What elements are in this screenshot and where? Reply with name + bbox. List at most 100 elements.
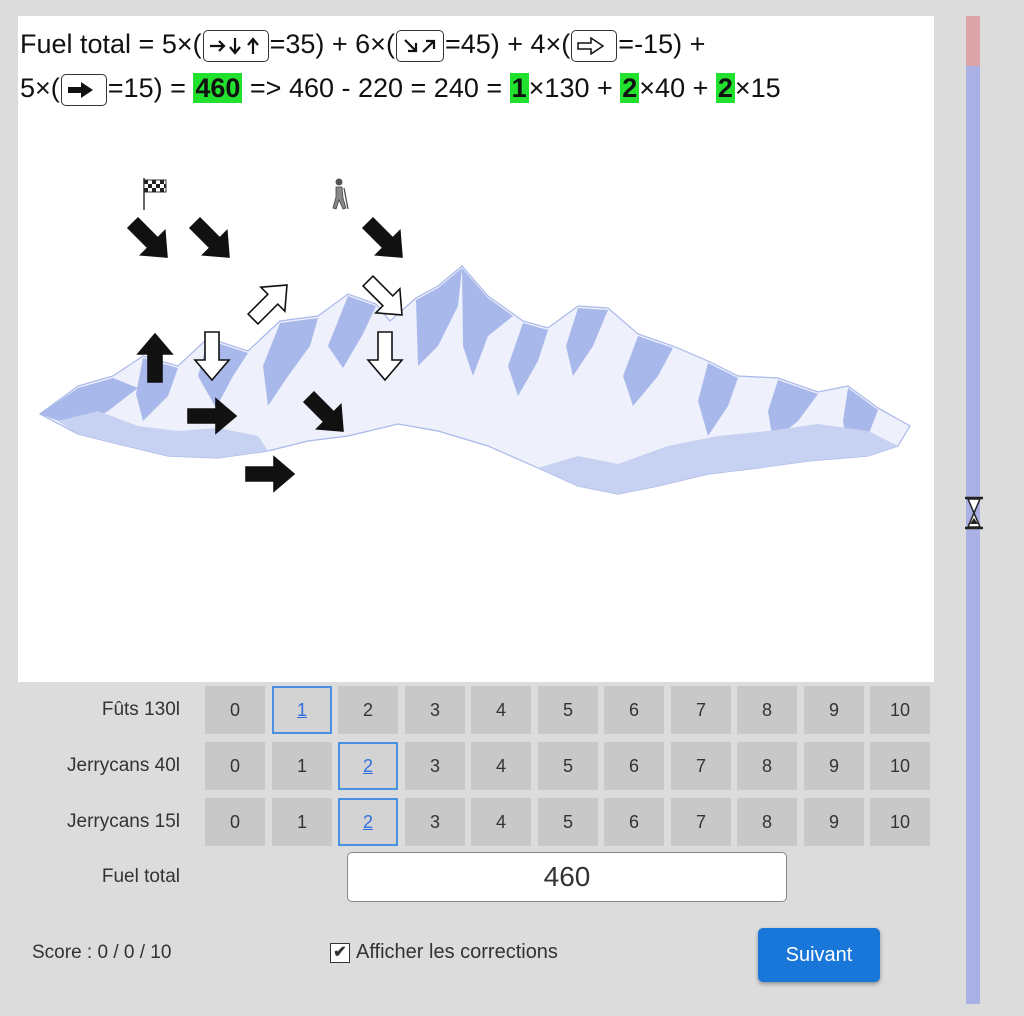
grid-row-label: Jerrycans 15l — [67, 811, 180, 832]
game-canvas[interactable]: Fuel total = 5×( =35) + 6×( =45) + 4×( =-15… — [18, 16, 934, 682]
formula-line-2: 5×(=15) = 460 => 460 - 220 = 240 = 1×130… — [20, 66, 930, 110]
arrow-key-icon — [246, 37, 259, 55]
formula-highlight: 460 — [193, 73, 243, 103]
grid-option-cell[interactable]: 6 — [604, 686, 664, 734]
mountain-shape — [416, 268, 462, 366]
mountain-shape — [40, 378, 138, 428]
mountain-shape — [263, 318, 318, 406]
formula-text: =35) + 6×( — [269, 29, 395, 59]
grid-option-cell[interactable]: 3 — [405, 742, 465, 790]
formula-text: =-15) + — [618, 29, 706, 59]
formula-text: =45) + 4×( — [444, 29, 571, 59]
key-rdu — [202, 29, 269, 62]
grid-option-cell[interactable]: 5 — [538, 742, 598, 790]
solid-right-arrow-icon[interactable] — [245, 455, 296, 493]
formula-highlight: 1 — [509, 73, 529, 103]
grid-option-cell[interactable]: 10 — [870, 798, 930, 846]
hourglass-icon — [965, 496, 983, 530]
grid-option-cell[interactable]: 10 — [870, 686, 930, 734]
grid-option-cell[interactable]: 9 — [804, 742, 864, 790]
mountain-shape — [136, 358, 178, 421]
formula-text: => 460 - 220 = 240 = — [242, 73, 510, 103]
mountain-shape — [58, 411, 268, 458]
hollow-diag-down-right-arrow-icon[interactable] — [356, 269, 414, 327]
grid-option-cell[interactable]: 1 — [272, 798, 332, 846]
mountain-shape — [328, 296, 376, 368]
show-corrections-toggle[interactable]: ✔ Afficher les corrections — [330, 941, 558, 964]
formula-text: ×15 — [734, 73, 781, 103]
grid-option-cell[interactable]: 7 — [671, 798, 731, 846]
score-text: Score : 0 / 0 / 10 — [32, 942, 172, 963]
key-diagonal — [395, 29, 444, 62]
solid-diag-down-right-arrow-icon[interactable] — [121, 211, 179, 269]
grid-option-cell[interactable]: 4 — [471, 798, 531, 846]
formula-text: Fuel total = 5×( — [20, 29, 202, 59]
timer-elapsed — [966, 16, 980, 66]
grid-option-cell[interactable]: 2 — [338, 742, 398, 790]
formula-text: ×130 + — [528, 73, 621, 103]
arrow-key-icon — [228, 38, 241, 55]
total-label: Fuel total — [101, 866, 180, 887]
mountain-shape — [538, 424, 898, 494]
grid-option-cell[interactable]: 3 — [405, 686, 465, 734]
hollow-down-arrow-icon[interactable] — [366, 331, 404, 382]
arrow-key-icon — [404, 39, 418, 53]
solid-diag-down-right-arrow-icon[interactable] — [356, 211, 414, 269]
mountain-shape — [698, 363, 738, 436]
grid-option-cell[interactable]: 6 — [604, 742, 664, 790]
formula-highlight: 2 — [715, 73, 735, 103]
grid-option-cell[interactable]: 9 — [804, 686, 864, 734]
grid-option-cell[interactable]: 6 — [604, 798, 664, 846]
grid-option-cell[interactable]: 3 — [405, 798, 465, 846]
formula-text: 5×( — [20, 73, 60, 103]
arrow-key-icon — [577, 36, 605, 56]
solid-diag-down-right-arrow-icon[interactable] — [183, 211, 241, 269]
grid-option-cell[interactable]: 2 — [338, 798, 398, 846]
key-hollow-right — [571, 29, 618, 62]
grid-option-cell[interactable]: 8 — [737, 798, 797, 846]
arrow-key-icon — [422, 39, 436, 53]
grid-option-cell[interactable]: 0 — [205, 686, 265, 734]
checkered-flag-icon — [143, 178, 167, 210]
grid-option-cell[interactable]: 9 — [804, 798, 864, 846]
grid-option-cell[interactable]: 8 — [737, 742, 797, 790]
solid-diag-down-right-arrow-icon[interactable] — [297, 385, 355, 443]
solid-up-arrow-icon[interactable] — [136, 332, 174, 383]
corrections-label: Afficher les corrections — [356, 941, 558, 963]
grid-option-cell[interactable]: 8 — [737, 686, 797, 734]
formula-highlight: 2 — [620, 73, 640, 103]
grid-option-cell[interactable]: 7 — [671, 686, 731, 734]
hollow-down-arrow-icon[interactable] — [193, 331, 231, 382]
mountain-shape — [462, 268, 513, 376]
hiker-icon — [332, 178, 349, 210]
grid-option-cell[interactable]: 1 — [272, 686, 332, 734]
key-solid-right — [60, 73, 107, 106]
mountain-shape — [623, 336, 673, 406]
grid-option-cell[interactable]: 0 — [205, 742, 265, 790]
grid-option-cell[interactable]: 2 — [338, 686, 398, 734]
grid-row-label: Fûts 130l — [101, 699, 180, 720]
grid-option-cell[interactable]: 0 — [205, 798, 265, 846]
corrections-checkbox[interactable]: ✔ — [330, 942, 350, 963]
hollow-diag-up-right-arrow-icon[interactable] — [241, 273, 299, 331]
route-arrows — [121, 211, 414, 493]
next-button[interactable]: Suivant — [758, 928, 880, 982]
grid-option-cell[interactable]: 4 — [471, 742, 531, 790]
formula-line-1: Fuel total = 5×( =35) + 6×( =45) + 4×( =-15… — [20, 22, 930, 66]
grid-option-cell[interactable]: 1 — [272, 742, 332, 790]
grid-option-cell[interactable]: 7 — [671, 742, 731, 790]
grid-option-cell[interactable]: 10 — [870, 742, 930, 790]
fuel-formula: Fuel total = 5×( =35) + 6×( =45) + 4×( =-15… — [20, 22, 930, 110]
mountain-scene — [38, 178, 911, 495]
fuel-total-field[interactable]: 460 — [347, 852, 787, 902]
solid-right-arrow-icon[interactable] — [187, 397, 238, 435]
arrow-key-icon — [67, 82, 93, 99]
grid-option-cell[interactable]: 5 — [538, 798, 598, 846]
formula-text: ×40 + — [639, 73, 716, 103]
mountain-shape — [768, 380, 818, 441]
grid-option-cell[interactable]: 5 — [538, 686, 598, 734]
grid-row-label: Jerrycans 40l — [67, 755, 180, 776]
mountain-shape — [566, 308, 608, 376]
grid-option-cell[interactable]: 4 — [471, 686, 531, 734]
